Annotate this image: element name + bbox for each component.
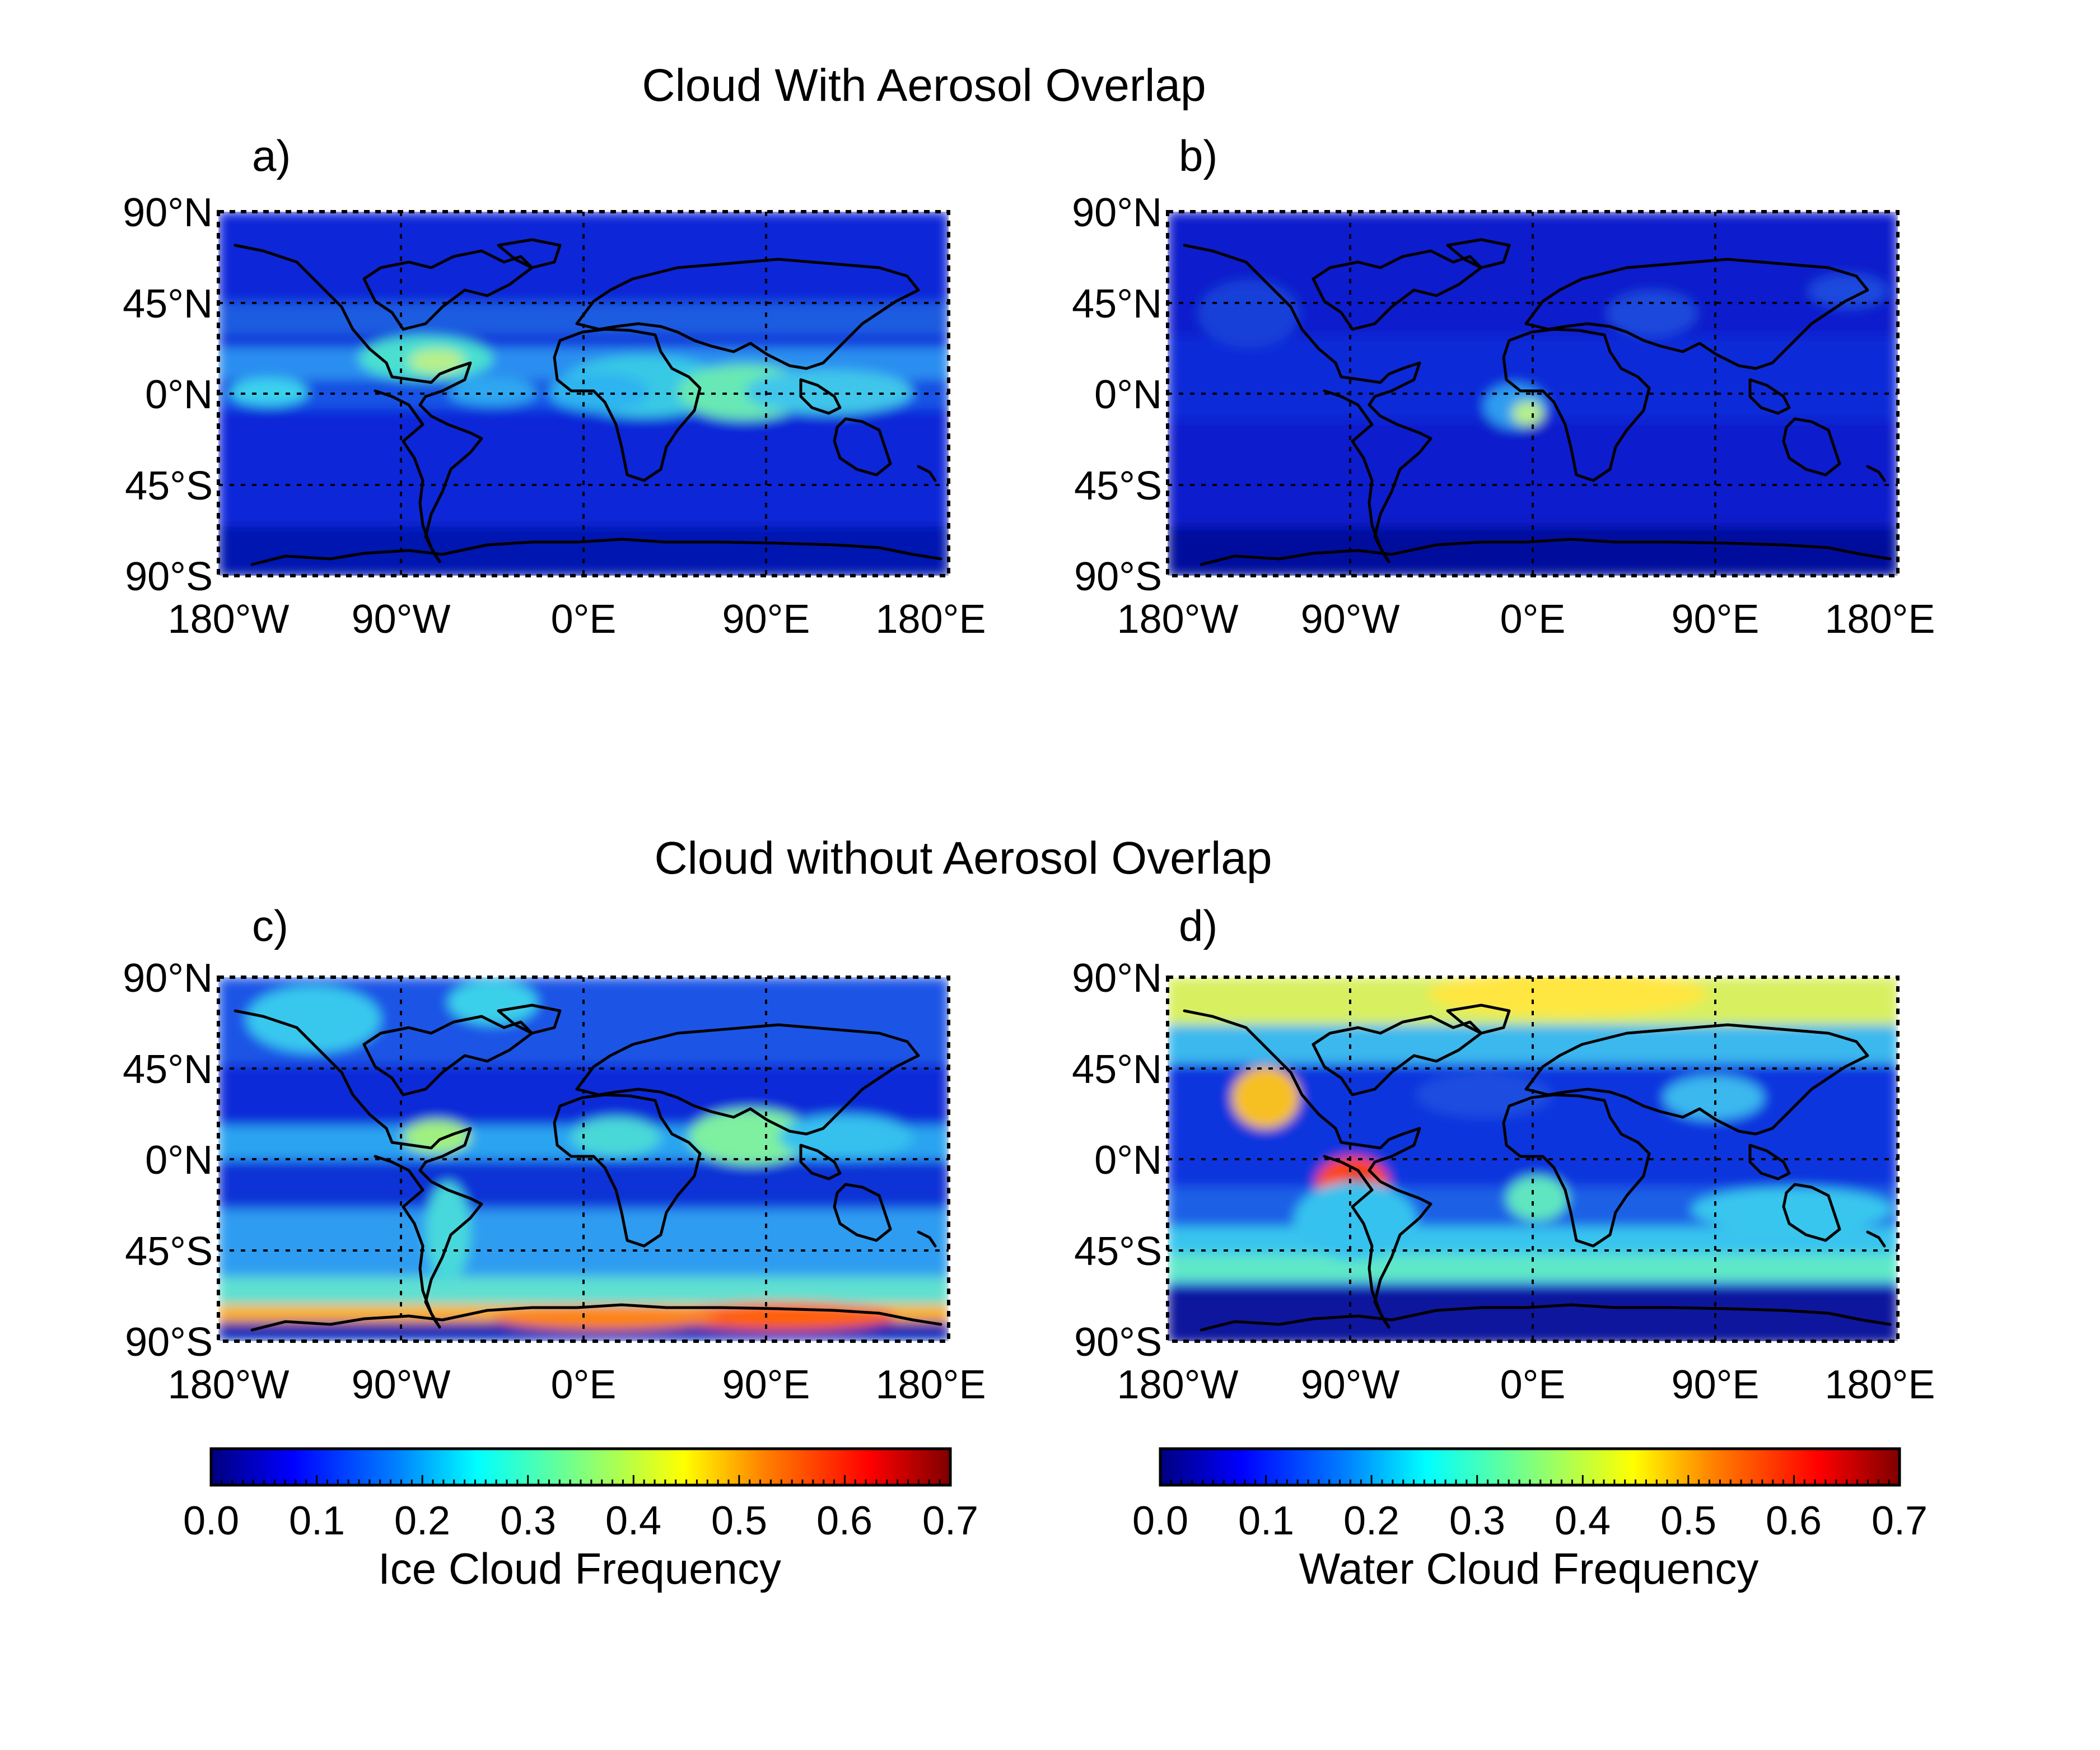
lon-tick-label: 90°E [722, 1362, 810, 1407]
lon-tick-label: 90°E [1672, 597, 1760, 642]
lon-labels-b: 180°W 90°W 0°E 90°E 180°E [1117, 597, 1935, 642]
colorbar-tick-label: 0.0 [183, 1499, 239, 1543]
lat-tick-label: 45°N [123, 282, 213, 326]
lon-tick-label: 90°W [1301, 1362, 1400, 1407]
lon-tick-label: 180°W [1117, 597, 1239, 642]
lon-tick-label: 180°E [1825, 597, 1935, 642]
lon-tick-label: 90°W [352, 1362, 451, 1407]
colorbar-tick-label: 0.4 [605, 1499, 661, 1543]
colorbar-water-ticks [1159, 1475, 1901, 1485]
colorbar-ice: 0.0 0.1 0.2 0.3 0.4 0.5 0.6 0.7 Ice Clou… [183, 1447, 978, 1593]
colorbar-tick-label: 0.1 [289, 1499, 345, 1543]
lat-labels-d: 90°N 45°N 0°N 45°S 90°S [1072, 956, 1162, 1365]
lon-labels-d: 180°W 90°W 0°E 90°E 180°E [1117, 1362, 1935, 1407]
lat-tick-label: 90°S [125, 1320, 213, 1365]
colorbar-tick-label: 0.7 [1872, 1499, 1928, 1543]
lon-tick-label: 90°E [722, 597, 810, 642]
bottom-title: Cloud without Aerosol Overlap [654, 833, 1272, 884]
panel-label-b: b) [1179, 131, 1217, 180]
map-panel-d [1168, 972, 1898, 1344]
lat-tick-label: 90°N [123, 956, 213, 1001]
lon-tick-label: 0°E [551, 1362, 617, 1407]
colorbar-water-label: Water Cloud Frequency [1299, 1544, 1759, 1593]
lon-tick-label: 0°E [1500, 1362, 1566, 1407]
lon-tick-label: 0°E [1500, 597, 1566, 642]
lon-tick-label: 180°E [1825, 1362, 1935, 1407]
colorbar-ice-label: Ice Cloud Frequency [378, 1544, 781, 1593]
lat-tick-label: 90°S [125, 554, 213, 599]
lon-tick-label: 90°E [1672, 1362, 1760, 1407]
lat-tick-label: 45°N [123, 1047, 213, 1092]
lat-tick-label: 90°N [1072, 956, 1162, 1001]
lat-tick-label: 45°S [125, 464, 213, 508]
colorbar-tick-label: 0.6 [1766, 1499, 1822, 1543]
lat-tick-label: 90°S [1074, 1320, 1162, 1365]
lon-tick-label: 180°W [168, 597, 290, 642]
lon-tick-label: 180°W [168, 1362, 290, 1407]
lon-labels-c: 180°W 90°W 0°E 90°E 180°E [168, 1362, 986, 1407]
lat-tick-label: 0°N [145, 1138, 213, 1183]
lat-tick-label: 90°N [1072, 190, 1162, 235]
lat-tick-label: 45°S [125, 1229, 213, 1274]
colorbar-tick-label: 0.2 [394, 1499, 450, 1543]
map-panel-c [218, 977, 949, 1341]
lat-tick-label: 45°N [1072, 282, 1162, 326]
lon-tick-label: 90°W [1301, 597, 1400, 642]
colorbar-tick-label: 0.5 [1660, 1499, 1716, 1543]
colorbar-tick-label: 0.4 [1555, 1499, 1611, 1543]
map-panel-a [218, 212, 949, 577]
colorbar-tick-label: 0.7 [922, 1499, 978, 1543]
lat-tick-label: 90°S [1074, 554, 1162, 599]
colorbar-tick-label: 0.2 [1343, 1499, 1399, 1543]
colorbar-tick-label: 0.0 [1132, 1499, 1188, 1543]
panel-label-a: a) [252, 131, 291, 180]
lat-labels-a: 90°N 45°N 0°N 45°S 90°S [123, 190, 213, 599]
lat-labels-b: 90°N 45°N 0°N 45°S 90°S [1072, 190, 1162, 599]
colorbar-tick-label: 0.1 [1238, 1499, 1294, 1543]
top-title: Cloud With Aerosol Overlap [642, 60, 1206, 111]
lon-tick-label: 90°W [352, 597, 451, 642]
colorbar-tick-label: 0.3 [1449, 1499, 1505, 1543]
lat-tick-label: 45°N [1072, 1047, 1162, 1092]
colorbar-tick-label: 0.5 [711, 1499, 767, 1543]
map-panel-b [1168, 212, 1898, 577]
lat-tick-label: 45°S [1074, 464, 1162, 508]
lat-labels-c: 90°N 45°N 0°N 45°S 90°S [123, 956, 213, 1365]
lat-tick-label: 45°S [1074, 1229, 1162, 1274]
lat-tick-label: 90°N [123, 190, 213, 235]
lon-labels-a: 180°W 90°W 0°E 90°E 180°E [168, 597, 986, 642]
lat-tick-label: 0°N [1094, 372, 1162, 417]
panel-label-d: d) [1179, 901, 1217, 950]
colorbar-tick-label: 0.3 [500, 1499, 556, 1543]
lat-tick-label: 0°N [1094, 1138, 1162, 1183]
panel-label-c: c) [252, 901, 288, 950]
colorbar-ice-ticks [210, 1475, 951, 1485]
lon-tick-label: 180°E [876, 597, 986, 642]
colorbar-tick-label: 0.6 [816, 1499, 872, 1543]
lon-tick-label: 180°W [1117, 1362, 1239, 1407]
lon-tick-label: 180°E [876, 1362, 986, 1407]
colorbar-water: 0.0 0.1 0.2 0.3 0.4 0.5 0.6 0.7 Water Cl… [1132, 1447, 1928, 1593]
lon-tick-label: 0°E [551, 597, 617, 642]
lat-tick-label: 0°N [145, 372, 213, 417]
